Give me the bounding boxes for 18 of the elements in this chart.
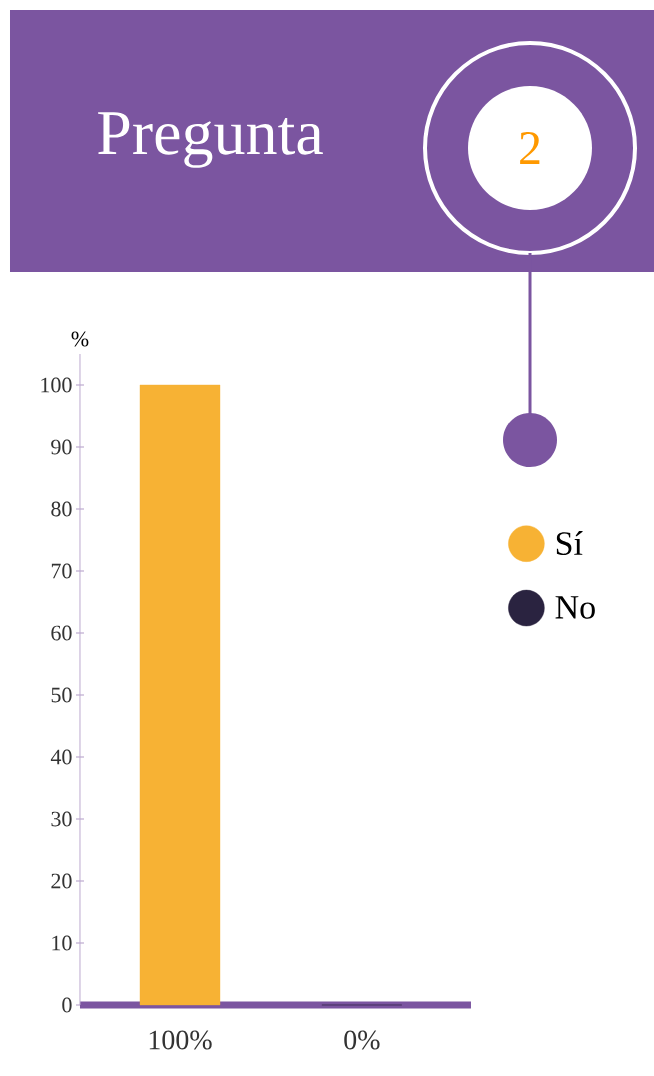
data-label: 100% — [149, 1030, 212, 1050]
legend-label: No — [555, 596, 595, 619]
y-tick-label: 20 — [51, 873, 72, 889]
y-axis-title: % — [71, 331, 89, 347]
text: 2 — [520, 132, 540, 164]
chart-title: Pregunta — [98, 112, 323, 168]
y-tick-label: 10 — [52, 935, 72, 951]
y-tick-label: 90 — [51, 439, 72, 455]
y-tick-label: 40 — [50, 749, 72, 765]
y-tick-label: 30 — [51, 811, 72, 827]
data-label: 0% — [344, 1030, 380, 1050]
y-tick-label: 80 — [51, 501, 72, 517]
y-tick-label: 0 — [62, 997, 72, 1013]
y-tick-label: 60 — [51, 625, 72, 641]
y-tick-label: 70 — [51, 563, 72, 579]
y-tick-label: 100 — [41, 377, 72, 393]
legend-label: Sí — [556, 531, 583, 556]
y-tick-label: 50 — [51, 687, 72, 703]
